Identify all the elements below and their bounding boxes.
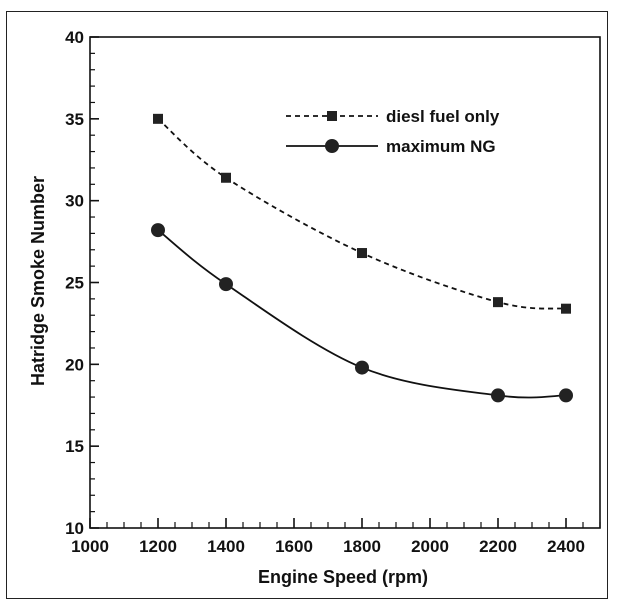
x-tick-label: 1200	[139, 537, 177, 556]
data-point-square	[561, 303, 571, 314]
data-point-circle	[355, 360, 369, 375]
series-layer	[151, 113, 573, 403]
plot-border	[89, 36, 601, 529]
y-tick-label: 25	[65, 274, 84, 293]
x-tick-label: 1800	[343, 537, 381, 556]
plot-area	[89, 36, 601, 529]
y-tick-label: 10	[65, 519, 84, 538]
legend-label: maximum NG	[386, 137, 496, 156]
legend: diesl fuel only maximum NG	[286, 107, 500, 156]
data-point-circle	[491, 388, 505, 403]
x-tick-label: 1400	[207, 537, 245, 556]
data-point-square	[221, 172, 231, 183]
y-tick-label: 20	[65, 355, 84, 374]
y-tick-label: 35	[65, 110, 84, 129]
series-1	[153, 113, 571, 314]
x-tick-label: 2400	[547, 537, 585, 556]
chart-frame	[6, 11, 608, 599]
y-tick-label: 15	[65, 437, 84, 456]
data-point-circle	[151, 223, 165, 238]
data-point-square	[493, 297, 503, 308]
series-2	[151, 223, 573, 403]
data-point-square	[153, 113, 163, 124]
legend-marker-square	[327, 111, 337, 121]
y-tick-label: 30	[65, 192, 84, 211]
axis-ticks: 10 15 20 25 30 35 40 1000 1200 1400 1600 1800 2000 22…	[65, 28, 601, 556]
x-tick-label: 2200	[479, 537, 517, 556]
legend-marker-circle	[325, 139, 339, 153]
data-point-circle	[219, 277, 233, 292]
x-tick-label: 1000	[71, 537, 109, 556]
legend-label: diesl fuel only	[386, 107, 500, 126]
data-point-square	[357, 248, 367, 259]
x-tick-label: 1600	[275, 537, 313, 556]
y-tick-label: 40	[65, 28, 84, 47]
x-tick-label: 2000	[411, 537, 449, 556]
x-axis-title: Engine Speed (rpm)	[258, 567, 428, 587]
y-axis-title: Hatridge Smoke Number	[28, 176, 48, 386]
data-point-circle	[559, 388, 573, 403]
